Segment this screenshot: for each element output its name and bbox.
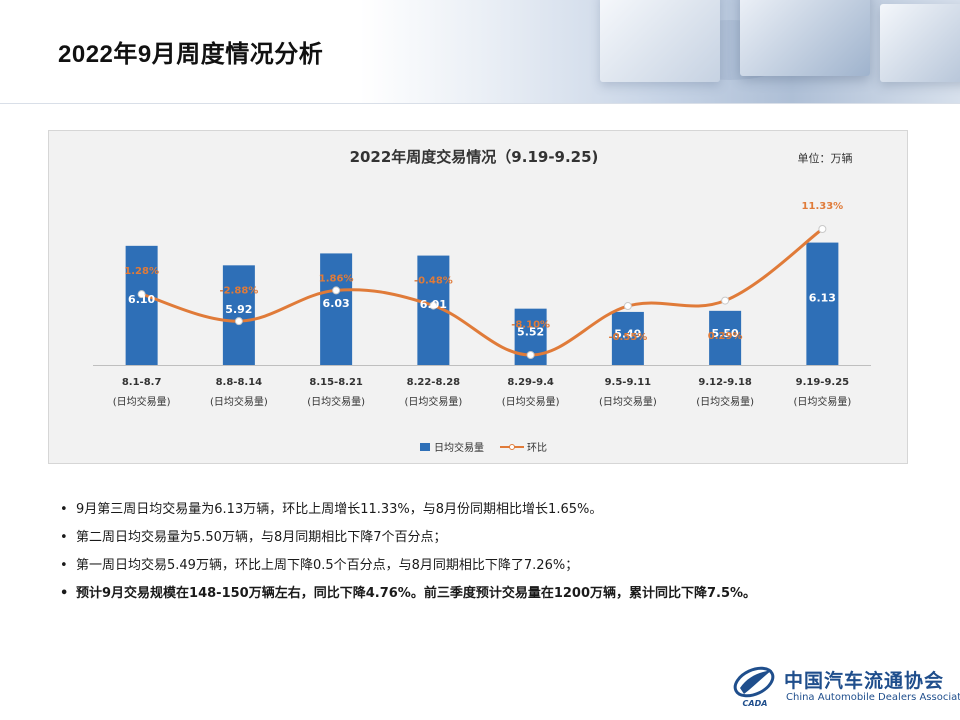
mom-value-label: 1.28% (124, 266, 159, 277)
x-tick-label: 8.29-9.4 (507, 377, 554, 388)
bar (125, 245, 158, 365)
bar (709, 310, 742, 365)
header-divider (0, 103, 960, 104)
cube-decoration (880, 4, 960, 82)
x-tick-sublabel: (日均交易量) (113, 395, 171, 408)
x-tick-sublabel: (日均交易量) (307, 395, 365, 408)
mom-value-label: -8.10% (511, 320, 550, 331)
cada-emblem-icon: CADA (733, 666, 775, 708)
mom-value-label: -2.88% (219, 285, 258, 296)
chart-panel: 2022年周度交易情况（9.19-9.25) 单位：万辆 6.10 5.92 6.0… (48, 130, 908, 464)
logo-english-name: China Automobile Dealers Association (786, 692, 960, 703)
legend-bar-swatch (420, 443, 430, 451)
bar-value-label: 5.50 (712, 327, 739, 340)
mom-point (818, 225, 827, 233)
bar-value-label: 6.03 (323, 297, 350, 310)
x-tick-label: 8.8-8.14 (216, 377, 263, 388)
chart-legend: 日均交易量 环比 (420, 441, 547, 454)
bullet-item: 第二周日均交易量为5.50万辆，与8月同期相比下降7个百分点； (58, 528, 928, 548)
weekly-trade-chart: 2022年周度交易情况（9.19-9.25) 单位：万辆 6.10 5.92 6.0… (93, 148, 871, 454)
cube-decoration (740, 0, 870, 76)
bar-value-label: 6.13 (809, 291, 836, 304)
x-tick-sublabel: (日均交易量) (599, 395, 657, 408)
bullet-item: 9月第三周日均交易量为6.13万辆，环比上周增长11.33%，与8月份同期相比增… (58, 500, 928, 520)
cube-decoration (600, 0, 720, 82)
mom-point (332, 286, 341, 295)
x-tick-sublabel: (日均交易量) (696, 395, 754, 408)
mom-point (137, 290, 146, 299)
mom-value-label: -0.55% (608, 332, 647, 343)
bar-value-label: 6.01 (420, 298, 447, 311)
mom-point (526, 351, 535, 359)
bullet-item: 第一周日均交易5.49万辆，环比上周下降0.5个百分点，与8月同期相比下降了7.… (58, 556, 928, 576)
cada-logo: CADA 中国汽车流通协会 China Automobile Dealers A… (730, 658, 960, 712)
mom-value-label: 11.33% (802, 201, 844, 212)
bar-value-label: 5.92 (225, 303, 252, 316)
slide-header: 2022年9月周度情况分析 (0, 0, 960, 104)
x-tick-sublabel: (日均交易量) (210, 395, 268, 408)
legend-bar-label: 日均交易量 (434, 441, 484, 454)
chart-title: 2022年周度交易情况（9.19-9.25) (350, 148, 599, 166)
legend-line-label: 环比 (527, 442, 547, 454)
mom-value-label: 0.29% (708, 331, 743, 342)
bar-value-label: 5.52 (517, 326, 544, 339)
mom-point (429, 301, 438, 310)
mom-value-label: 1.86% (319, 273, 354, 284)
legend-line-marker (509, 444, 515, 450)
bar (806, 242, 839, 365)
bar-value-label: 5.49 (614, 327, 641, 340)
mom-point (234, 317, 243, 326)
x-tick-sublabel: (日均交易量) (793, 395, 851, 408)
svg-text:CADA: CADA (743, 699, 768, 708)
x-tick-label: 9.12-9.18 (698, 377, 752, 388)
bar (320, 253, 353, 365)
logo-chinese-name: 中国汽车流通协会 (784, 670, 945, 692)
header-decoration (360, 0, 960, 104)
x-tick-label: 9.19-9.25 (796, 377, 850, 388)
bar-value-label: 6.10 (128, 293, 155, 306)
page-title: 2022年9月周度情况分析 (58, 41, 324, 68)
mom-point (623, 302, 632, 311)
bullet-item: 预计9月交易规模在148-150万辆左右，同比下降4.76%。前三季度预计交易量… (58, 584, 928, 604)
x-tick-label: 8.15-8.21 (309, 377, 363, 388)
x-tick-label: 8.1-8.7 (122, 377, 162, 388)
mom-point (721, 296, 730, 305)
x-tick-sublabel: (日均交易量) (502, 395, 560, 408)
bar (611, 311, 644, 365)
x-tick-sublabel: (日均交易量) (404, 395, 462, 408)
bar (222, 265, 255, 365)
analysis-bullets: 9月第三周日均交易量为6.13万辆，环比上周增长11.33%，与8月份同期相比增… (58, 500, 928, 612)
x-tick-label: 9.5-9.11 (605, 377, 652, 388)
chart-unit: 单位：万辆 (798, 151, 853, 165)
x-tick-label: 8.22-8.28 (407, 377, 461, 388)
mom-value-label: -0.48% (414, 276, 453, 287)
